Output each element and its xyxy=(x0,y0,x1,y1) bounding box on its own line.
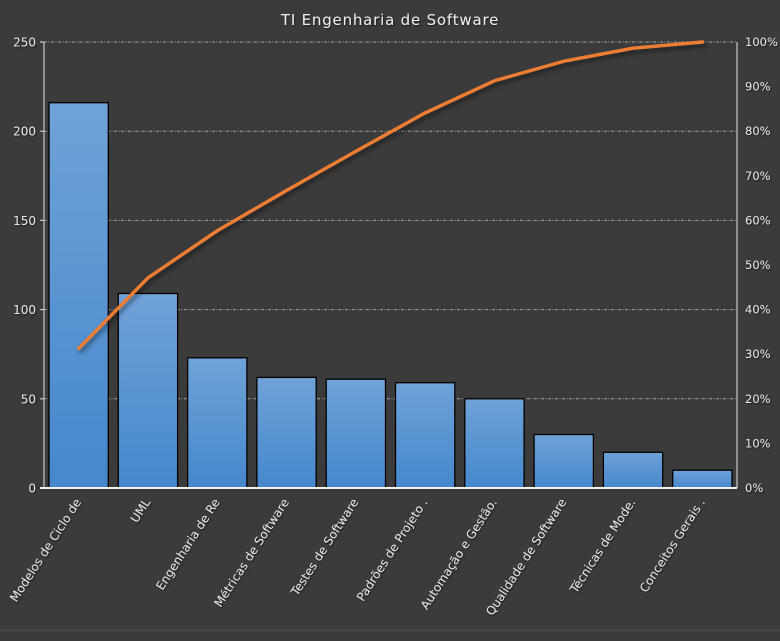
x-axis-label-9: Técnicas de Mode. xyxy=(567,496,639,596)
cumulative-line xyxy=(76,40,705,351)
bar-1 xyxy=(48,102,109,489)
bar-5 xyxy=(325,378,387,489)
right-axis-label-10pct: 10% xyxy=(745,436,771,450)
axes xyxy=(40,41,738,489)
right-axis-label-100pct: 100% xyxy=(745,35,778,49)
x-axis-label-2: UML xyxy=(128,496,154,526)
bar-2 xyxy=(117,292,179,489)
x-axis-label-6: Padrões de Projeto . xyxy=(354,496,431,604)
left-axis-label-50: 50 xyxy=(21,392,36,406)
x-axis-label-1: Modelos de Ciclo de xyxy=(7,496,84,604)
left-axis-label-100: 100 xyxy=(13,303,36,317)
chart-title: TI Engenharia de Software xyxy=(280,11,499,29)
right-axis-label-90pct: 90% xyxy=(745,80,771,94)
right-axis-label-40pct: 40% xyxy=(745,303,771,317)
bar-6 xyxy=(394,382,456,489)
bar-3 xyxy=(186,357,248,489)
right-axis-label-20pct: 20% xyxy=(745,392,771,406)
bar-4 xyxy=(256,376,317,489)
left-axis-label-0: 0 xyxy=(28,482,36,496)
bar-9 xyxy=(602,451,664,489)
right-axis-label-80pct: 80% xyxy=(745,124,771,138)
left-axis-label-200: 200 xyxy=(13,125,36,139)
right-axis-label-60pct: 60% xyxy=(745,213,771,227)
x-axis-label-5: Testes de Software xyxy=(288,496,362,599)
right-axis-label-0pct: 0% xyxy=(745,481,763,495)
bar-10 xyxy=(672,469,733,489)
x-axis-label-3: Engenharia de Re xyxy=(153,496,223,593)
right-axis-label-30pct: 30% xyxy=(745,347,771,361)
bar-series xyxy=(48,102,733,489)
x-axis-label-10: Conceitos Gerais . xyxy=(637,496,708,595)
left-axis-label-150: 150 xyxy=(13,214,36,228)
right-axis-label-50pct: 50% xyxy=(745,258,771,272)
x-axis-label-4: Métricas de Software xyxy=(211,496,292,610)
x-axis-label-7: Automação e Gestão. xyxy=(418,496,500,612)
x-axis-label-8: Qualidade de Software xyxy=(483,496,569,618)
left-axis-label-250: 250 xyxy=(13,36,36,50)
right-axis-label-70pct: 70% xyxy=(745,169,771,183)
bar-7 xyxy=(464,398,525,489)
cumulative-line-group xyxy=(76,40,705,351)
bar-8 xyxy=(533,433,595,489)
